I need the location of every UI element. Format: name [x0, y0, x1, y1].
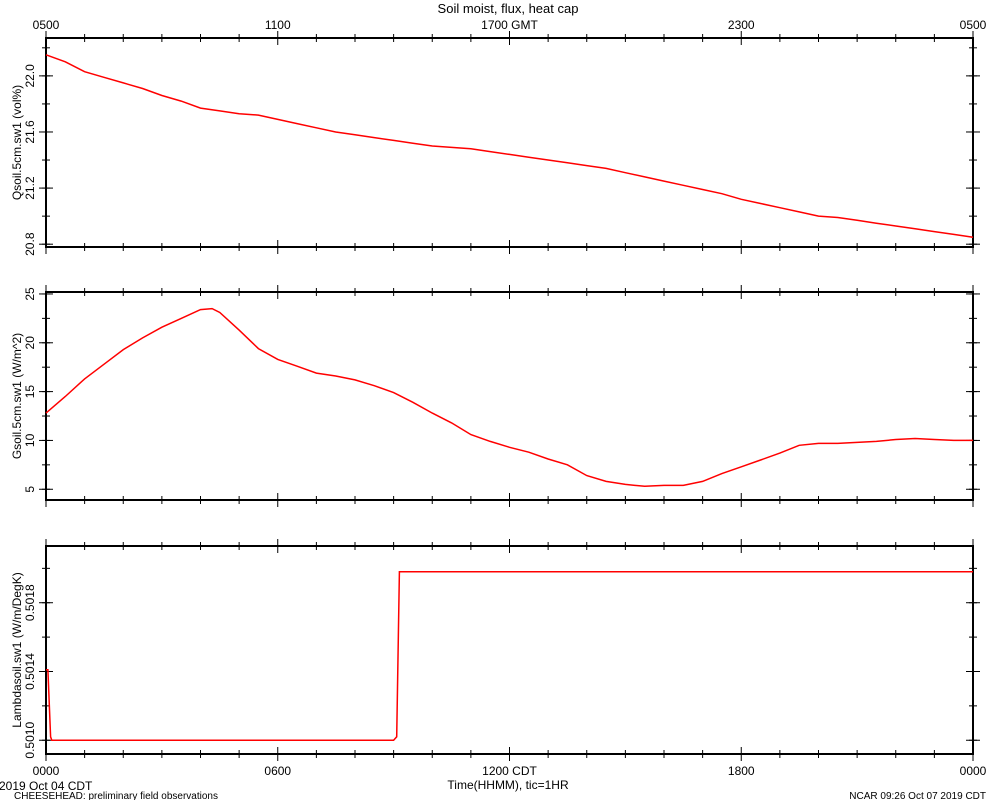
bottom-axis-tick-label: 1800: [728, 764, 755, 778]
y-tick-label: 0.5018: [23, 584, 37, 621]
bottom-axis-tick-label: 0000: [960, 764, 987, 778]
bottom-axis-tick-label: 0600: [264, 764, 291, 778]
y-tick-label: 20.8: [23, 232, 37, 256]
y-tick-label: 21.2: [23, 176, 37, 200]
panel-frame: [45, 291, 974, 501]
y-tick-label: 0.5010: [23, 722, 37, 759]
bottom-axis-tick-label: 1200 CDT: [482, 764, 537, 778]
top-axis-tick-label: 1700 GMT: [481, 18, 538, 32]
top-axis-tick-label: 0500: [960, 18, 987, 32]
footer-project: CHEESEHEAD: preliminary field observatio…: [14, 791, 218, 800]
series-line: [46, 571, 973, 741]
bottom-axis-labels: 0000 0600 1200 CDT 1800 0000: [33, 764, 987, 778]
top-axis-tick-label: 1100: [265, 18, 291, 32]
chart-title: Soil moist, flux, heat cap: [438, 1, 579, 16]
y-axis-label: Qsoil.5cm.sw1 (vol%): [10, 85, 24, 200]
footer-stamp: NCAR 09:26 Oct 07 2019 CDT: [849, 791, 986, 800]
y-tick-label: 20: [23, 336, 37, 350]
x-axis-label: Time(HHMM), tic=1HR: [447, 778, 569, 792]
y-axis-label: Gsoil.5cm.sw1 (W/m^2): [10, 333, 24, 459]
top-axis-tick-label: 2300: [728, 18, 755, 32]
y-tick-label: 5: [23, 486, 37, 493]
y-tick-label: 15: [23, 385, 37, 399]
y-axis-label: Lambdasoil.sw1 (W/m/DegK): [10, 572, 24, 727]
y-tick-label: 21.6: [23, 120, 37, 144]
series-line: [45, 307, 973, 488]
panel-frame: [45, 545, 974, 755]
top-axis-labels: 0500 1100 1700 GMT 2300 0500: [33, 18, 987, 32]
footer-date: 2019 Oct 04 CDT: [0, 779, 93, 793]
y-tick-label: 10: [23, 433, 37, 447]
series-line: [45, 54, 974, 238]
y-tick-label: 0.5014: [23, 653, 37, 690]
panel-frame: [45, 37, 974, 248]
top-axis-tick-label: 0500: [33, 18, 60, 32]
panel-2: 5 10 15 20 25 Gsoil.5cm.sw1 (W/m^2): [10, 285, 980, 507]
bottom-axis-tick-label: 0000: [33, 764, 60, 778]
y-tick-label: 25: [23, 287, 37, 301]
y-tick-label: 22.0: [23, 64, 37, 88]
